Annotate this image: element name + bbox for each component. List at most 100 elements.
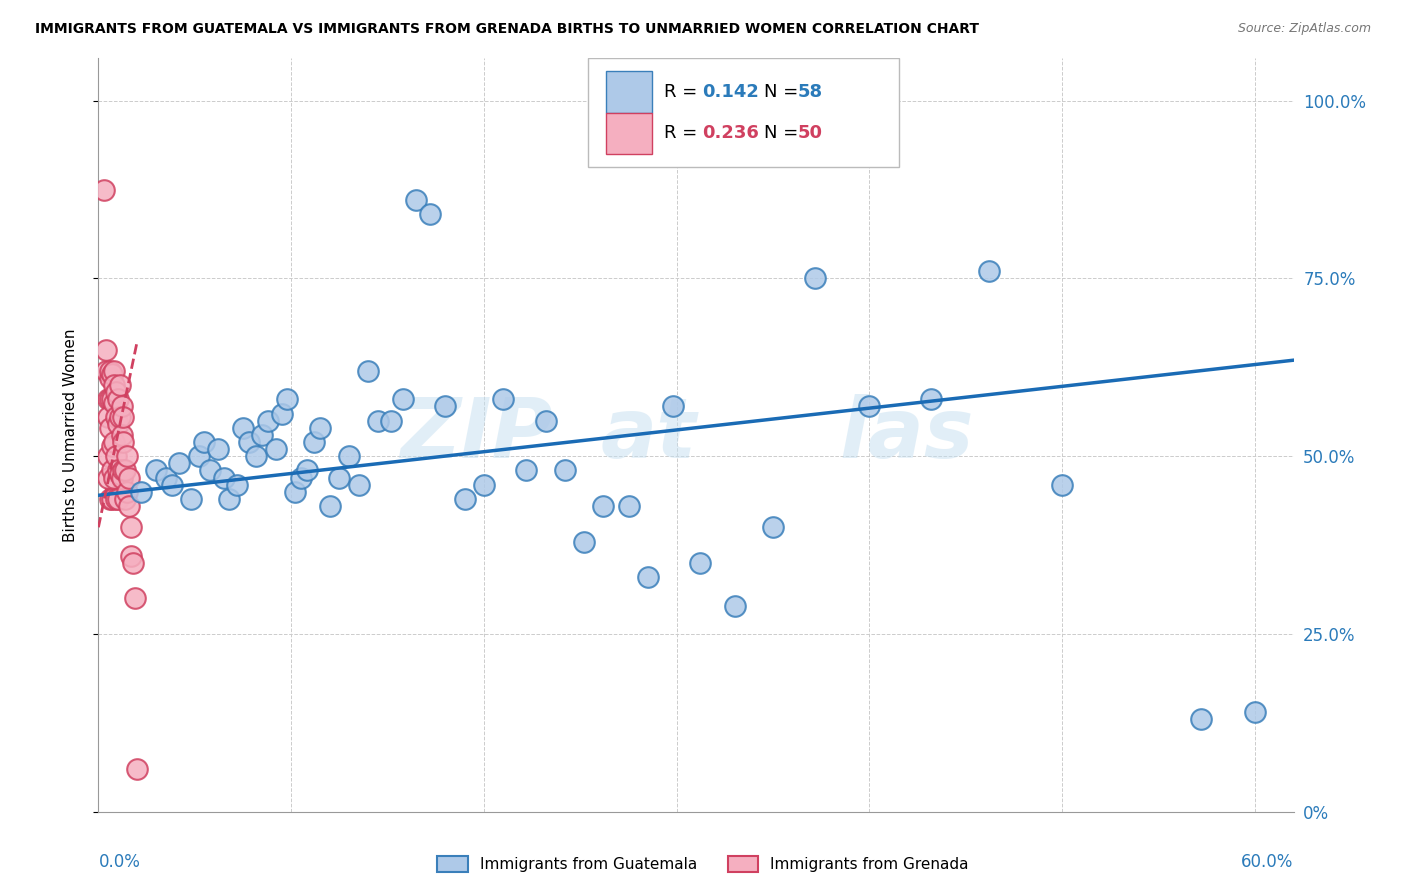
Point — [107, 417, 129, 432]
Point — [207, 442, 229, 456]
Legend: Immigrants from Guatemala, Immigrants from Grenada: Immigrants from Guatemala, Immigrants fr… — [429, 848, 977, 880]
Point — [108, 410, 131, 425]
Point — [104, 449, 127, 463]
Point — [112, 463, 135, 477]
Point — [200, 463, 222, 477]
Point — [264, 442, 287, 456]
Point — [107, 392, 129, 407]
Point — [920, 392, 942, 407]
Point — [108, 378, 131, 392]
Point — [472, 477, 495, 491]
Point — [492, 392, 515, 407]
Point — [93, 182, 115, 196]
Text: ZIP: ZIP — [399, 394, 553, 475]
Point — [1189, 712, 1212, 726]
Point — [101, 392, 124, 407]
Point — [554, 463, 576, 477]
Point — [637, 570, 659, 584]
Point — [284, 484, 307, 499]
Point — [103, 396, 125, 410]
Point — [108, 467, 131, 481]
Point — [98, 364, 121, 378]
Text: N =: N = — [763, 83, 804, 101]
Point — [257, 414, 280, 428]
Point — [118, 499, 141, 513]
Point — [110, 400, 132, 414]
Point — [295, 463, 318, 477]
Point — [104, 491, 127, 506]
Point — [160, 477, 183, 491]
Point — [112, 434, 135, 449]
Y-axis label: Births to Unmarried Women: Births to Unmarried Women — [63, 328, 77, 541]
Point — [97, 470, 120, 484]
Point — [94, 343, 117, 357]
Point — [103, 378, 125, 392]
Point — [304, 434, 326, 449]
Point — [122, 556, 145, 570]
Point — [309, 421, 332, 435]
Point — [270, 407, 292, 421]
Point — [367, 414, 389, 428]
Point — [110, 470, 132, 484]
Point — [101, 438, 124, 452]
Text: IMMIGRANTS FROM GUATEMALA VS IMMIGRANTS FROM GRENADA BIRTHS TO UNMARRIED WOMEN C: IMMIGRANTS FROM GUATEMALA VS IMMIGRANTS … — [35, 22, 979, 37]
Point — [1244, 705, 1267, 719]
Point — [232, 421, 254, 435]
Point — [572, 534, 595, 549]
Point — [977, 264, 1000, 278]
FancyBboxPatch shape — [606, 71, 652, 112]
Point — [804, 271, 827, 285]
Point — [107, 463, 129, 477]
Text: R =: R = — [664, 124, 703, 143]
Point — [97, 410, 120, 425]
Point — [114, 491, 136, 506]
Point — [662, 400, 685, 414]
Point — [347, 477, 370, 491]
Text: 50: 50 — [797, 124, 823, 143]
Point — [155, 470, 177, 484]
Point — [104, 410, 127, 425]
FancyBboxPatch shape — [589, 58, 900, 168]
Point — [290, 470, 312, 484]
Point — [101, 368, 124, 382]
Point — [129, 484, 152, 499]
Point — [453, 491, 475, 506]
Point — [858, 400, 880, 414]
Point — [103, 434, 125, 449]
Point — [238, 434, 260, 449]
Point — [392, 392, 415, 407]
Text: Source: ZipAtlas.com: Source: ZipAtlas.com — [1237, 22, 1371, 36]
Point — [434, 400, 457, 414]
Point — [118, 470, 141, 484]
Point — [101, 491, 124, 506]
Point — [97, 449, 120, 463]
Point — [120, 549, 142, 563]
Point — [114, 463, 136, 477]
Point — [125, 762, 148, 776]
Point — [107, 491, 129, 506]
Point — [380, 414, 402, 428]
Point — [357, 364, 380, 378]
Point — [405, 193, 427, 207]
Point — [103, 364, 125, 378]
Point — [419, 207, 441, 221]
Text: 0.142: 0.142 — [702, 83, 759, 101]
Point — [104, 385, 127, 400]
Point — [723, 599, 745, 613]
Point — [97, 392, 120, 407]
Point — [276, 392, 298, 407]
Point — [689, 556, 711, 570]
Point — [124, 591, 146, 606]
Point — [103, 470, 125, 484]
Point — [245, 449, 267, 463]
Point — [145, 463, 167, 477]
Point — [117, 449, 139, 463]
Point — [187, 449, 209, 463]
Text: 58: 58 — [797, 83, 823, 101]
FancyBboxPatch shape — [606, 112, 652, 154]
Point — [218, 491, 240, 506]
Point — [117, 484, 139, 499]
Point — [112, 410, 135, 425]
Text: 0.236: 0.236 — [702, 124, 759, 143]
Point — [98, 421, 121, 435]
